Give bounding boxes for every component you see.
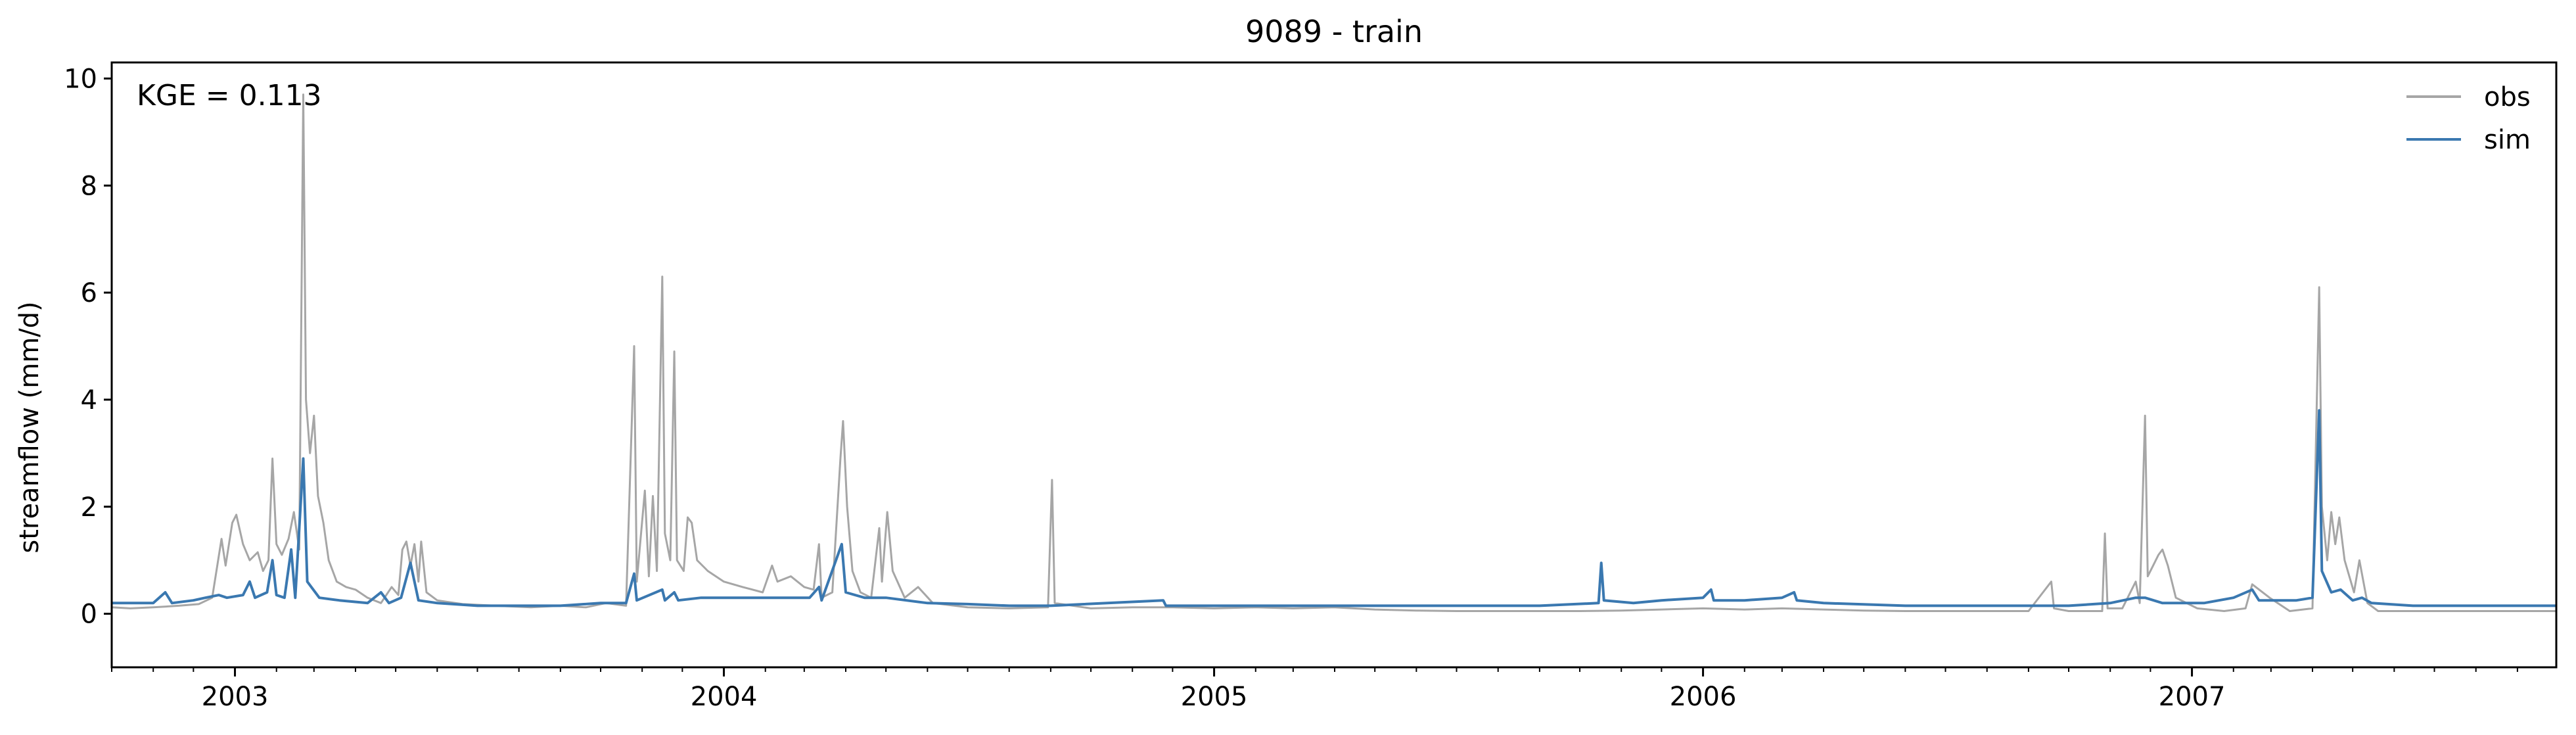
series-line-obs (111, 93, 2556, 612)
y-tick-label: 10 (64, 64, 97, 94)
series-line-sim (112, 409, 2556, 607)
y-tick-label: 6 (81, 278, 97, 308)
x-axis-ticks: 2003 2004 2005 2006 2007 (111, 667, 2518, 712)
y-tick-label: 0 (81, 600, 97, 630)
y-tick-label: 4 (81, 385, 97, 415)
kge-annotation: KGE = 0.113 (137, 79, 322, 112)
y-tick-label: 2 (81, 492, 97, 523)
y-axis-label: streamflow (mm/d) (14, 301, 45, 553)
x-tick-label: 2007 (2159, 682, 2226, 712)
axes-frame (110, 61, 2558, 669)
y-axis-ticks: 0 2 4 6 8 10 (64, 64, 112, 630)
chart-title: 9089 - train (1245, 14, 1423, 49)
y-tick-label: 8 (81, 171, 97, 201)
series-layer (111, 93, 2556, 612)
x-tick-label: 2006 (1670, 682, 1737, 712)
legend: obs sim (2406, 82, 2531, 155)
x-tick-label: 2003 (202, 682, 269, 712)
legend-sim-label: sim (2484, 125, 2531, 155)
x-tick-label: 2005 (1181, 682, 1248, 712)
plot-area (110, 61, 2558, 669)
x-tick-label: 2004 (691, 682, 758, 712)
legend-obs-label: obs (2484, 82, 2531, 112)
